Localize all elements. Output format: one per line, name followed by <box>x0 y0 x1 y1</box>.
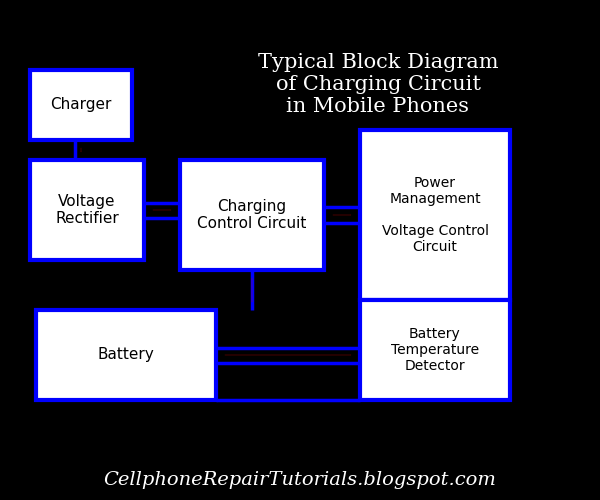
Text: Charging
Control Circuit: Charging Control Circuit <box>197 199 307 231</box>
Text: Voltage
Rectifier: Voltage Rectifier <box>55 194 119 226</box>
Bar <box>360 300 510 400</box>
Bar <box>180 160 324 270</box>
Text: Battery: Battery <box>98 348 154 362</box>
Text: Typical Block Diagram
of Charging Circuit
in Mobile Phones: Typical Block Diagram of Charging Circui… <box>257 54 499 116</box>
Bar <box>360 130 510 300</box>
Text: CellphoneRepairTutorials.blogspot.com: CellphoneRepairTutorials.blogspot.com <box>104 471 496 489</box>
Bar <box>30 70 132 140</box>
Bar <box>36 310 216 400</box>
Text: Charger: Charger <box>50 98 112 112</box>
Text: Battery
Temperature
Detector: Battery Temperature Detector <box>391 327 479 373</box>
Bar <box>30 160 144 260</box>
Text: Power
Management

Voltage Control
Circuit: Power Management Voltage Control Circuit <box>382 176 488 254</box>
